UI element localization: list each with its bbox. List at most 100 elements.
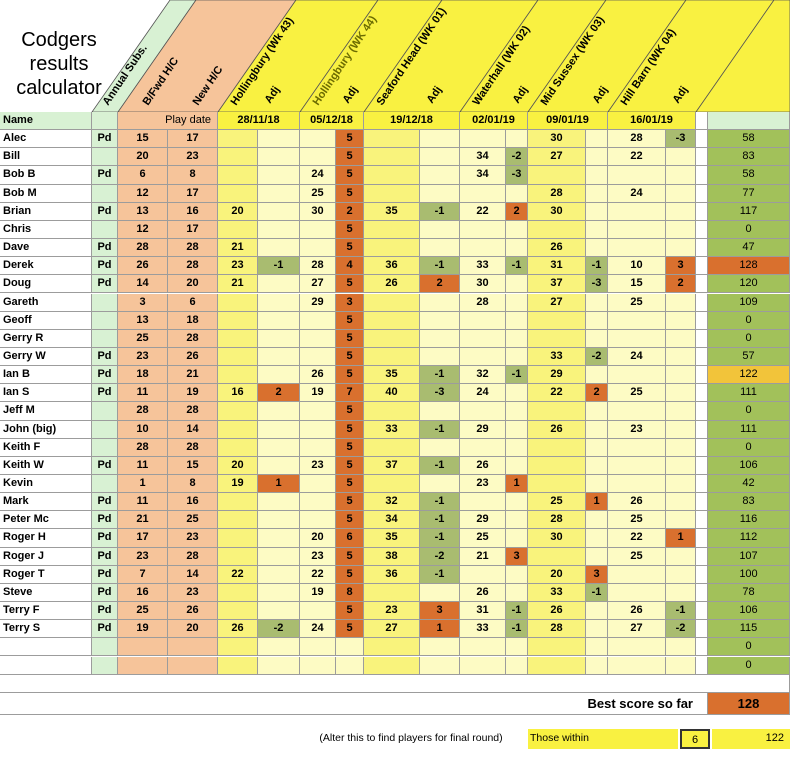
new-handicap[interactable]: 23 <box>168 583 218 603</box>
round-adjustment[interactable] <box>586 311 608 330</box>
round-score[interactable]: 26 <box>300 366 336 385</box>
round-score[interactable]: 22 <box>460 202 506 221</box>
round-score[interactable] <box>218 638 258 657</box>
round-adjustment[interactable]: 5 <box>336 275 364 294</box>
round-adjustment[interactable]: -2 <box>586 347 608 367</box>
player-name[interactable]: Kevin <box>0 475 92 494</box>
round-adjustment[interactable]: 5 <box>336 402 364 421</box>
round-score[interactable] <box>364 130 420 149</box>
total-score[interactable]: 58 <box>708 166 790 185</box>
total-score[interactable]: 111 <box>708 384 790 403</box>
round-adjustment[interactable] <box>666 638 696 657</box>
round-score[interactable] <box>608 402 666 421</box>
gap-cell[interactable] <box>696 239 708 258</box>
paid-status[interactable]: Pd <box>92 547 118 566</box>
round-score[interactable] <box>528 329 586 348</box>
round-adjustment[interactable] <box>506 311 528 330</box>
round-adjustment[interactable]: -1 <box>506 366 528 385</box>
round-score[interactable]: 29 <box>300 293 336 312</box>
round-adjustment[interactable]: 1 <box>420 620 460 639</box>
round-score[interactable] <box>528 220 586 240</box>
round-adjustment[interactable] <box>258 148 300 167</box>
round-score[interactable] <box>300 239 336 258</box>
round-score[interactable]: 22 <box>608 529 666 548</box>
round-adjustment[interactable] <box>420 130 460 149</box>
round-score[interactable] <box>364 438 420 457</box>
round-adjustment[interactable] <box>666 347 696 367</box>
round-score[interactable] <box>528 656 586 675</box>
gap-cell[interactable] <box>696 366 708 385</box>
round-score[interactable] <box>300 602 336 621</box>
round-adjustment[interactable] <box>506 529 528 548</box>
round-adjustment[interactable] <box>666 402 696 421</box>
round-score[interactable]: 33 <box>460 620 506 639</box>
round-adjustment[interactable] <box>258 565 300 584</box>
round-adjustment[interactable] <box>258 220 300 240</box>
paid-header[interactable] <box>92 112 118 131</box>
round-score[interactable] <box>608 220 666 240</box>
round-score[interactable]: 29 <box>528 366 586 385</box>
round-adjustment[interactable] <box>506 239 528 258</box>
round-adjustment[interactable] <box>506 493 528 512</box>
round-score[interactable] <box>218 293 258 312</box>
round-score[interactable] <box>364 166 420 185</box>
round-adjustment[interactable]: -1 <box>506 602 528 621</box>
paid-status[interactable]: Pd <box>92 602 118 621</box>
round-score[interactable]: 19 <box>300 384 336 403</box>
round-adjustment[interactable]: 5 <box>336 565 364 584</box>
round-adjustment[interactable]: 5 <box>336 511 364 530</box>
bfwd-handicap[interactable]: 23 <box>118 547 168 566</box>
round-adjustment[interactable] <box>586 620 608 639</box>
threshold-value[interactable]: 122 <box>712 728 790 749</box>
round-adjustment[interactable] <box>666 475 696 494</box>
round-score[interactable] <box>364 347 420 367</box>
round-adjustment[interactable]: 2 <box>420 275 460 294</box>
total-score[interactable]: 107 <box>708 547 790 566</box>
round-score[interactable] <box>608 311 666 330</box>
round-adjustment[interactable] <box>420 656 460 675</box>
total-score[interactable]: 42 <box>708 475 790 494</box>
round-adjustment[interactable] <box>506 583 528 603</box>
bfwd-handicap[interactable]: 25 <box>118 329 168 348</box>
paid-status[interactable] <box>92 184 118 203</box>
round-adjustment[interactable] <box>258 656 300 675</box>
total-score[interactable]: 106 <box>708 456 790 475</box>
round-adjustment[interactable] <box>258 511 300 530</box>
round-adjustment[interactable]: -3 <box>666 130 696 149</box>
round-adjustment[interactable] <box>506 638 528 657</box>
round-score[interactable]: 22 <box>528 384 586 403</box>
round-adjustment[interactable]: -2 <box>420 547 460 566</box>
round-score[interactable] <box>608 438 666 457</box>
gap-cell[interactable] <box>696 347 708 367</box>
bfwd-handicap[interactable]: 7 <box>118 565 168 584</box>
gap-cell[interactable] <box>696 547 708 566</box>
new-handicap[interactable]: 17 <box>168 184 218 203</box>
round-adjustment[interactable] <box>666 456 696 475</box>
round-score[interactable] <box>608 329 666 348</box>
round-score[interactable] <box>460 311 506 330</box>
round-adjustment[interactable]: -1 <box>420 456 460 475</box>
new-handicap[interactable]: 6 <box>168 293 218 312</box>
round-score[interactable] <box>608 202 666 221</box>
gap-cell[interactable] <box>696 475 708 494</box>
new-handicap[interactable]: 19 <box>168 384 218 403</box>
round-adjustment[interactable] <box>586 529 608 548</box>
round-adjustment[interactable] <box>666 184 696 203</box>
round-score[interactable] <box>300 347 336 367</box>
round-adjustment[interactable]: -3 <box>506 166 528 185</box>
round-score[interactable]: 27 <box>608 620 666 639</box>
round-score[interactable]: 24 <box>460 384 506 403</box>
round-score[interactable] <box>218 148 258 167</box>
bfwd-handicap[interactable]: 12 <box>118 220 168 240</box>
round-score[interactable] <box>364 148 420 167</box>
player-name[interactable]: Derek <box>0 257 92 276</box>
round-adjustment[interactable] <box>258 638 300 657</box>
those-within-label[interactable]: Those within <box>528 728 678 749</box>
round-adjustment[interactable] <box>258 311 300 330</box>
new-handicap[interactable]: 17 <box>168 130 218 149</box>
paid-status[interactable] <box>92 220 118 240</box>
round-score[interactable]: 29 <box>460 511 506 530</box>
player-name[interactable]: Bob B <box>0 166 92 185</box>
round-adjustment[interactable]: -1 <box>420 493 460 512</box>
round-adjustment[interactable] <box>586 475 608 494</box>
